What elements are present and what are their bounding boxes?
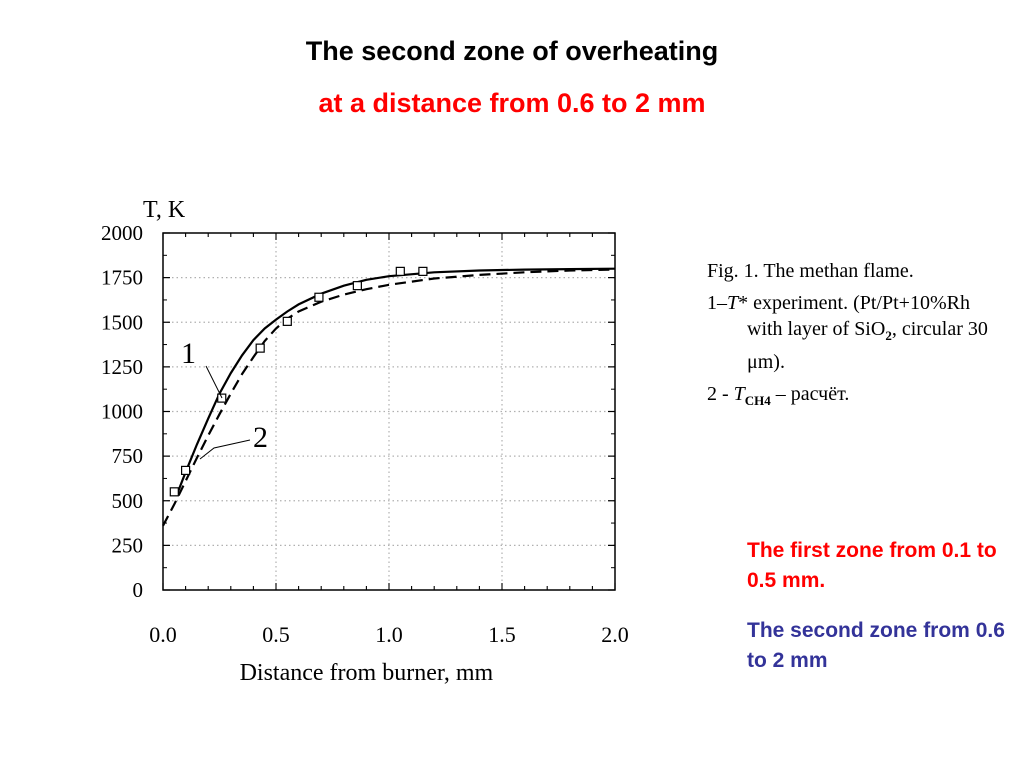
y-tick-label: 500 <box>112 489 144 513</box>
slide-subtitle: at a distance from 0.6 to 2 mm <box>318 88 706 118</box>
x-tick-label: 0.0 <box>149 622 177 647</box>
y-tick-label: 1500 <box>101 310 143 334</box>
caption-exp-end: , circular 30 μm). <box>747 318 988 373</box>
caption-calc-end: – расчёт. <box>770 383 850 405</box>
series-line-2 <box>162 268 616 527</box>
data-point <box>352 281 362 291</box>
data-point <box>255 343 265 353</box>
annotation-label-1: 1 <box>181 337 196 370</box>
caption-exp-t: T <box>727 292 739 314</box>
x-tick-label: 2.0 <box>601 622 629 647</box>
chart-series <box>162 266 616 527</box>
caption-exp-sub: 2 <box>885 328 892 343</box>
x-tick-label: 0.5 <box>262 622 290 647</box>
caption-fig: Fig. 1. The methan flame. <box>707 260 914 282</box>
data-point <box>282 316 292 326</box>
data-point <box>418 266 428 276</box>
caption-calc-t: T <box>733 383 745 405</box>
y-tick-label: 250 <box>112 533 144 557</box>
data-point <box>395 266 405 276</box>
y-tick-label: 1250 <box>101 355 143 379</box>
chart-labels: 0 250 500 750 1000 1250 1500 1750 2000 0.0 0.5 1.0 1… <box>101 197 629 686</box>
annotation-leader-2 <box>199 439 251 460</box>
y-tick-label: 1000 <box>101 400 143 424</box>
data-point <box>169 487 179 497</box>
series-line-1 <box>175 267 616 496</box>
x-tick-label: 1.5 <box>488 622 516 647</box>
y-tick-label: 750 <box>112 444 144 468</box>
caption-exp-prefix: 1– <box>707 292 727 314</box>
y-axis-label: T, K <box>143 197 186 223</box>
caption-calc-prefix: 2 - <box>707 383 734 405</box>
slide-title: The second zone of overheating <box>305 36 719 66</box>
caption-calculation: 2 - TCH4 – расчёт. <box>707 381 1007 414</box>
zone1-note: The first zone from 0.1 to 0.5 mm. <box>747 539 997 592</box>
caption-experiment: 1–T* experiment. (Pt/Pt+10%Rh with layer… <box>707 290 1007 375</box>
caption-exp-rest: * experiment. (Pt/Pt+10%Rh with layer of… <box>738 292 970 340</box>
data-point <box>314 292 324 302</box>
annotation-leader-1 <box>205 365 223 399</box>
y-tick-label: 0 <box>133 578 144 602</box>
data-point <box>181 465 191 476</box>
annotation-label-2: 2 <box>253 421 268 454</box>
zone2-note: The second zone from 0.6 to 2 mm <box>747 619 1005 672</box>
y-tick-label: 1750 <box>101 266 143 290</box>
caption-calc-sub: CH4 <box>744 393 771 408</box>
figure-caption: Fig. 1. The methan flame. 1–T* experimen… <box>707 258 1007 420</box>
chart-grid <box>163 233 615 590</box>
x-tick-label: 1.0 <box>375 622 403 647</box>
y-tick-label: 2000 <box>101 221 143 245</box>
chart-axes <box>162 232 616 591</box>
x-axis-label: Distance from burner, mm <box>240 660 494 686</box>
